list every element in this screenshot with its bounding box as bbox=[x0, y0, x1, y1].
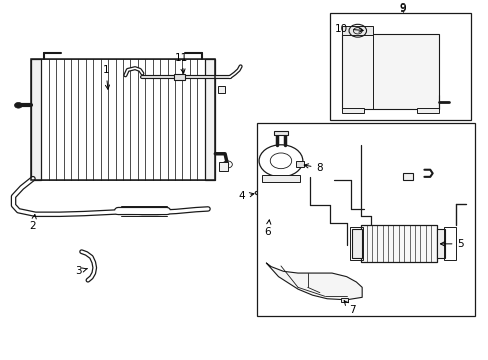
Text: 6: 6 bbox=[264, 220, 271, 237]
Bar bbox=[340, 298, 347, 302]
Bar bbox=[436, 229, 445, 258]
Bar bbox=[350, 227, 362, 260]
Bar bbox=[341, 108, 363, 113]
Text: 1: 1 bbox=[102, 65, 109, 89]
Bar bbox=[402, 172, 412, 180]
Text: 7: 7 bbox=[344, 301, 355, 315]
Bar bbox=[273, 131, 287, 135]
Bar bbox=[204, 59, 215, 180]
Bar bbox=[217, 86, 224, 93]
Text: 5: 5 bbox=[440, 239, 463, 249]
Text: 3: 3 bbox=[75, 266, 87, 276]
Circle shape bbox=[15, 103, 22, 108]
Bar bbox=[341, 26, 372, 35]
Bar bbox=[256, 123, 474, 316]
Text: 9: 9 bbox=[399, 4, 406, 14]
Text: 8: 8 bbox=[304, 163, 323, 173]
Bar bbox=[219, 162, 227, 171]
Text: 11: 11 bbox=[174, 53, 187, 73]
Bar bbox=[329, 13, 469, 120]
Bar bbox=[352, 229, 362, 258]
Bar bbox=[295, 161, 304, 167]
Bar bbox=[261, 175, 300, 182]
Bar bbox=[443, 227, 455, 260]
Bar bbox=[30, 59, 215, 180]
Bar bbox=[30, 59, 215, 180]
Bar bbox=[341, 34, 438, 109]
Bar bbox=[416, 108, 438, 113]
Text: 9: 9 bbox=[399, 3, 406, 13]
Bar bbox=[41, 59, 204, 180]
Bar bbox=[361, 225, 436, 262]
Text: 2: 2 bbox=[30, 215, 36, 231]
Bar bbox=[30, 59, 41, 180]
Bar bbox=[174, 74, 184, 80]
Polygon shape bbox=[266, 263, 362, 300]
Text: 4: 4 bbox=[238, 192, 253, 202]
Text: 10: 10 bbox=[334, 24, 363, 33]
